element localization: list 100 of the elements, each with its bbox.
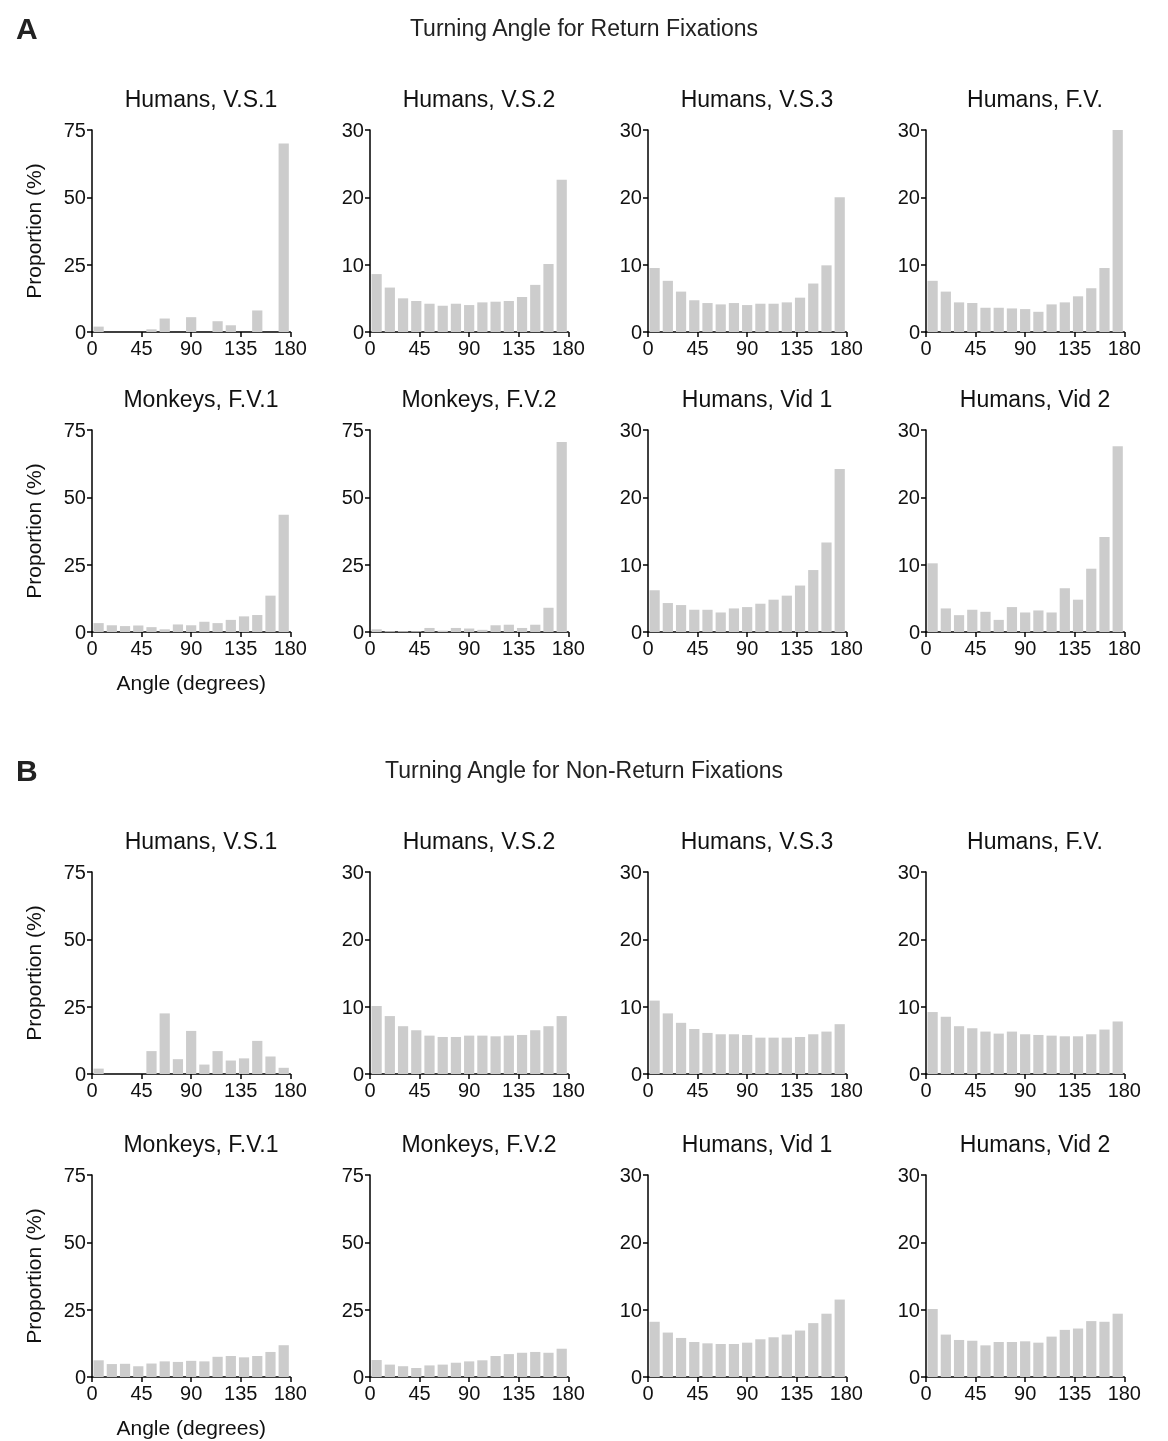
x-tick-label: 90 bbox=[180, 1382, 203, 1404]
chart-title: Humans, Vid 1 bbox=[681, 1130, 833, 1157]
x-tick-label: 135 bbox=[1058, 337, 1092, 359]
chart-title: Humans, V.S.2 bbox=[402, 85, 556, 112]
x-tick-label: 90 bbox=[180, 637, 203, 659]
y-tick-label: 10 bbox=[897, 553, 920, 576]
x-axis-title: Angle (degrees) bbox=[116, 1416, 266, 1439]
x-tick-label: 45 bbox=[408, 1382, 431, 1404]
x-tick-label: 135 bbox=[502, 337, 536, 359]
y-tick-label: 30 bbox=[897, 861, 920, 883]
x-tick-label: 180 bbox=[829, 337, 863, 359]
y-tick-label: 0 bbox=[352, 321, 364, 343]
y-tick-label: 0 bbox=[630, 1063, 642, 1085]
y-tick-label: 20 bbox=[619, 1231, 642, 1254]
x-tick-label: 90 bbox=[180, 1079, 203, 1101]
text: A bbox=[16, 12, 38, 46]
y-tick-label: 75 bbox=[341, 419, 364, 441]
x-tick-label: 90 bbox=[1014, 637, 1037, 659]
text: Turning Angle for Non-Return Fixations bbox=[384, 757, 783, 783]
x-tick-label: 45 bbox=[130, 1382, 153, 1404]
y-tick-label: 50 bbox=[63, 486, 86, 509]
x-tick-label: 90 bbox=[1014, 337, 1037, 359]
x-tick-label: 90 bbox=[458, 337, 481, 359]
y-tick-label: 20 bbox=[341, 928, 364, 951]
y-tick-label: 20 bbox=[897, 186, 920, 209]
x-tick-label: 135 bbox=[502, 637, 536, 659]
chart-title: Humans, F.V. bbox=[967, 827, 1103, 854]
y-tick-label: 0 bbox=[908, 321, 920, 343]
y-tick-label: 20 bbox=[897, 928, 920, 951]
y-tick-label: 10 bbox=[341, 253, 364, 276]
text: Turning Angle for Return Fixations bbox=[409, 15, 759, 41]
chart-title: Monkeys, F.V.2 bbox=[401, 1130, 557, 1157]
x-tick-label: 135 bbox=[780, 337, 814, 359]
y-tick-label: 0 bbox=[74, 1063, 86, 1085]
x-tick-label: 135 bbox=[1058, 1382, 1092, 1404]
y-tick-label: 0 bbox=[630, 1366, 642, 1388]
x-tick-label: 180 bbox=[1107, 637, 1141, 659]
x-tick-label: 90 bbox=[736, 1382, 759, 1404]
y-tick-label: 10 bbox=[619, 995, 642, 1018]
y-tick-label: 30 bbox=[619, 861, 642, 883]
y-tick-label: 25 bbox=[63, 995, 86, 1018]
y-tick-label: 30 bbox=[341, 119, 364, 141]
y-tick-label: 25 bbox=[63, 253, 86, 276]
y-tick-label: 25 bbox=[341, 1298, 364, 1321]
y-tick-label: 25 bbox=[63, 1298, 86, 1321]
y-tick-label: 75 bbox=[63, 419, 86, 441]
y-tick-label: 75 bbox=[63, 119, 86, 141]
y-tick-label: 20 bbox=[897, 486, 920, 509]
y-tick-label: 30 bbox=[619, 419, 642, 441]
x-tick-label: 45 bbox=[408, 637, 431, 659]
x-tick-label: 180 bbox=[551, 337, 585, 359]
y-axis-title: Proportion (%) bbox=[22, 463, 45, 599]
x-tick-label: 135 bbox=[780, 1079, 814, 1101]
y-tick-label: 0 bbox=[908, 621, 920, 643]
x-tick-label: 90 bbox=[1014, 1382, 1037, 1404]
x-tick-label: 90 bbox=[180, 337, 203, 359]
x-tick-label: 45 bbox=[964, 1382, 987, 1404]
y-tick-label: 30 bbox=[897, 1164, 920, 1186]
chart-title: Humans, Vid 2 bbox=[959, 385, 1111, 412]
y-axis-title: Proportion (%) bbox=[22, 905, 45, 1041]
y-tick-label: 75 bbox=[341, 1164, 364, 1186]
y-tick-label: 10 bbox=[897, 1298, 920, 1321]
chart-title: Humans, F.V. bbox=[967, 85, 1103, 112]
x-tick-label: 135 bbox=[224, 337, 258, 359]
x-tick-label: 135 bbox=[502, 1382, 536, 1404]
y-tick-label: 0 bbox=[908, 1063, 920, 1085]
x-tick-label: 180 bbox=[829, 1382, 863, 1404]
x-tick-label: 45 bbox=[408, 1079, 431, 1101]
y-tick-label: 50 bbox=[341, 1231, 364, 1254]
chart-title: Humans, V.S.1 bbox=[124, 827, 278, 854]
x-axis-title: Angle (degrees) bbox=[116, 671, 266, 694]
x-tick-label: 180 bbox=[1107, 337, 1141, 359]
y-tick-label: 20 bbox=[897, 1231, 920, 1254]
y-tick-label: 10 bbox=[897, 253, 920, 276]
y-tick-label: 0 bbox=[74, 321, 86, 343]
chart-title: Monkeys, F.V.2 bbox=[401, 385, 557, 412]
x-tick-label: 90 bbox=[736, 337, 759, 359]
x-tick-label: 45 bbox=[130, 1079, 153, 1101]
x-tick-label: 90 bbox=[1014, 1079, 1037, 1101]
y-tick-label: 50 bbox=[63, 1231, 86, 1254]
x-tick-label: 45 bbox=[964, 337, 987, 359]
y-tick-label: 30 bbox=[897, 419, 920, 441]
y-tick-label: 25 bbox=[63, 553, 86, 576]
x-tick-label: 135 bbox=[780, 637, 814, 659]
y-tick-label: 25 bbox=[341, 553, 364, 576]
y-tick-label: 75 bbox=[63, 861, 86, 883]
y-tick-label: 10 bbox=[619, 553, 642, 576]
y-tick-label: 10 bbox=[619, 1298, 642, 1321]
y-tick-label: 0 bbox=[74, 1366, 86, 1388]
x-tick-label: 90 bbox=[458, 637, 481, 659]
x-tick-label: 135 bbox=[780, 1382, 814, 1404]
y-tick-label: 10 bbox=[897, 995, 920, 1018]
y-tick-label: 20 bbox=[619, 928, 642, 951]
x-tick-label: 180 bbox=[829, 637, 863, 659]
x-tick-label: 180 bbox=[273, 637, 307, 659]
y-tick-label: 0 bbox=[630, 621, 642, 643]
y-tick-label: 10 bbox=[619, 253, 642, 276]
x-tick-label: 135 bbox=[502, 1079, 536, 1101]
x-tick-label: 180 bbox=[1107, 1382, 1141, 1404]
y-tick-label: 30 bbox=[341, 861, 364, 883]
